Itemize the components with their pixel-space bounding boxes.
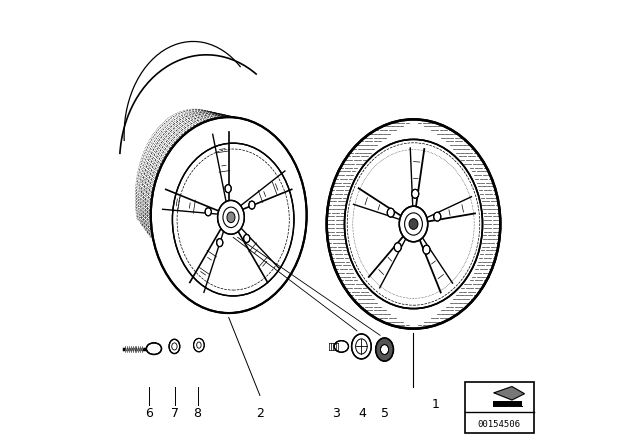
Ellipse shape (227, 212, 235, 223)
Ellipse shape (326, 119, 500, 329)
Ellipse shape (147, 343, 161, 354)
Ellipse shape (218, 200, 244, 234)
Text: 3: 3 (332, 407, 340, 420)
Ellipse shape (225, 185, 231, 193)
Text: 5: 5 (381, 407, 388, 420)
Polygon shape (494, 387, 524, 400)
Ellipse shape (376, 338, 394, 361)
Text: 2: 2 (256, 407, 264, 420)
Text: 8: 8 (193, 407, 202, 420)
Ellipse shape (387, 208, 394, 217)
Text: 7: 7 (172, 407, 179, 420)
Ellipse shape (412, 190, 419, 198)
Ellipse shape (151, 117, 307, 313)
Text: 1: 1 (432, 398, 440, 411)
Ellipse shape (334, 340, 349, 352)
Ellipse shape (193, 338, 204, 352)
Ellipse shape (434, 212, 441, 221)
Text: 6: 6 (145, 407, 152, 420)
Ellipse shape (344, 139, 483, 309)
Ellipse shape (216, 239, 223, 247)
Ellipse shape (381, 345, 388, 354)
Ellipse shape (351, 334, 371, 359)
Ellipse shape (409, 219, 418, 229)
Ellipse shape (399, 206, 428, 242)
Ellipse shape (394, 243, 401, 252)
Ellipse shape (205, 208, 211, 216)
Ellipse shape (244, 234, 250, 242)
Ellipse shape (172, 143, 294, 296)
Bar (493, 401, 522, 406)
Ellipse shape (169, 339, 180, 353)
Bar (465, 382, 534, 433)
Text: 00154506: 00154506 (477, 420, 521, 429)
Ellipse shape (249, 201, 255, 209)
Ellipse shape (423, 245, 430, 254)
Text: 4: 4 (358, 407, 366, 420)
